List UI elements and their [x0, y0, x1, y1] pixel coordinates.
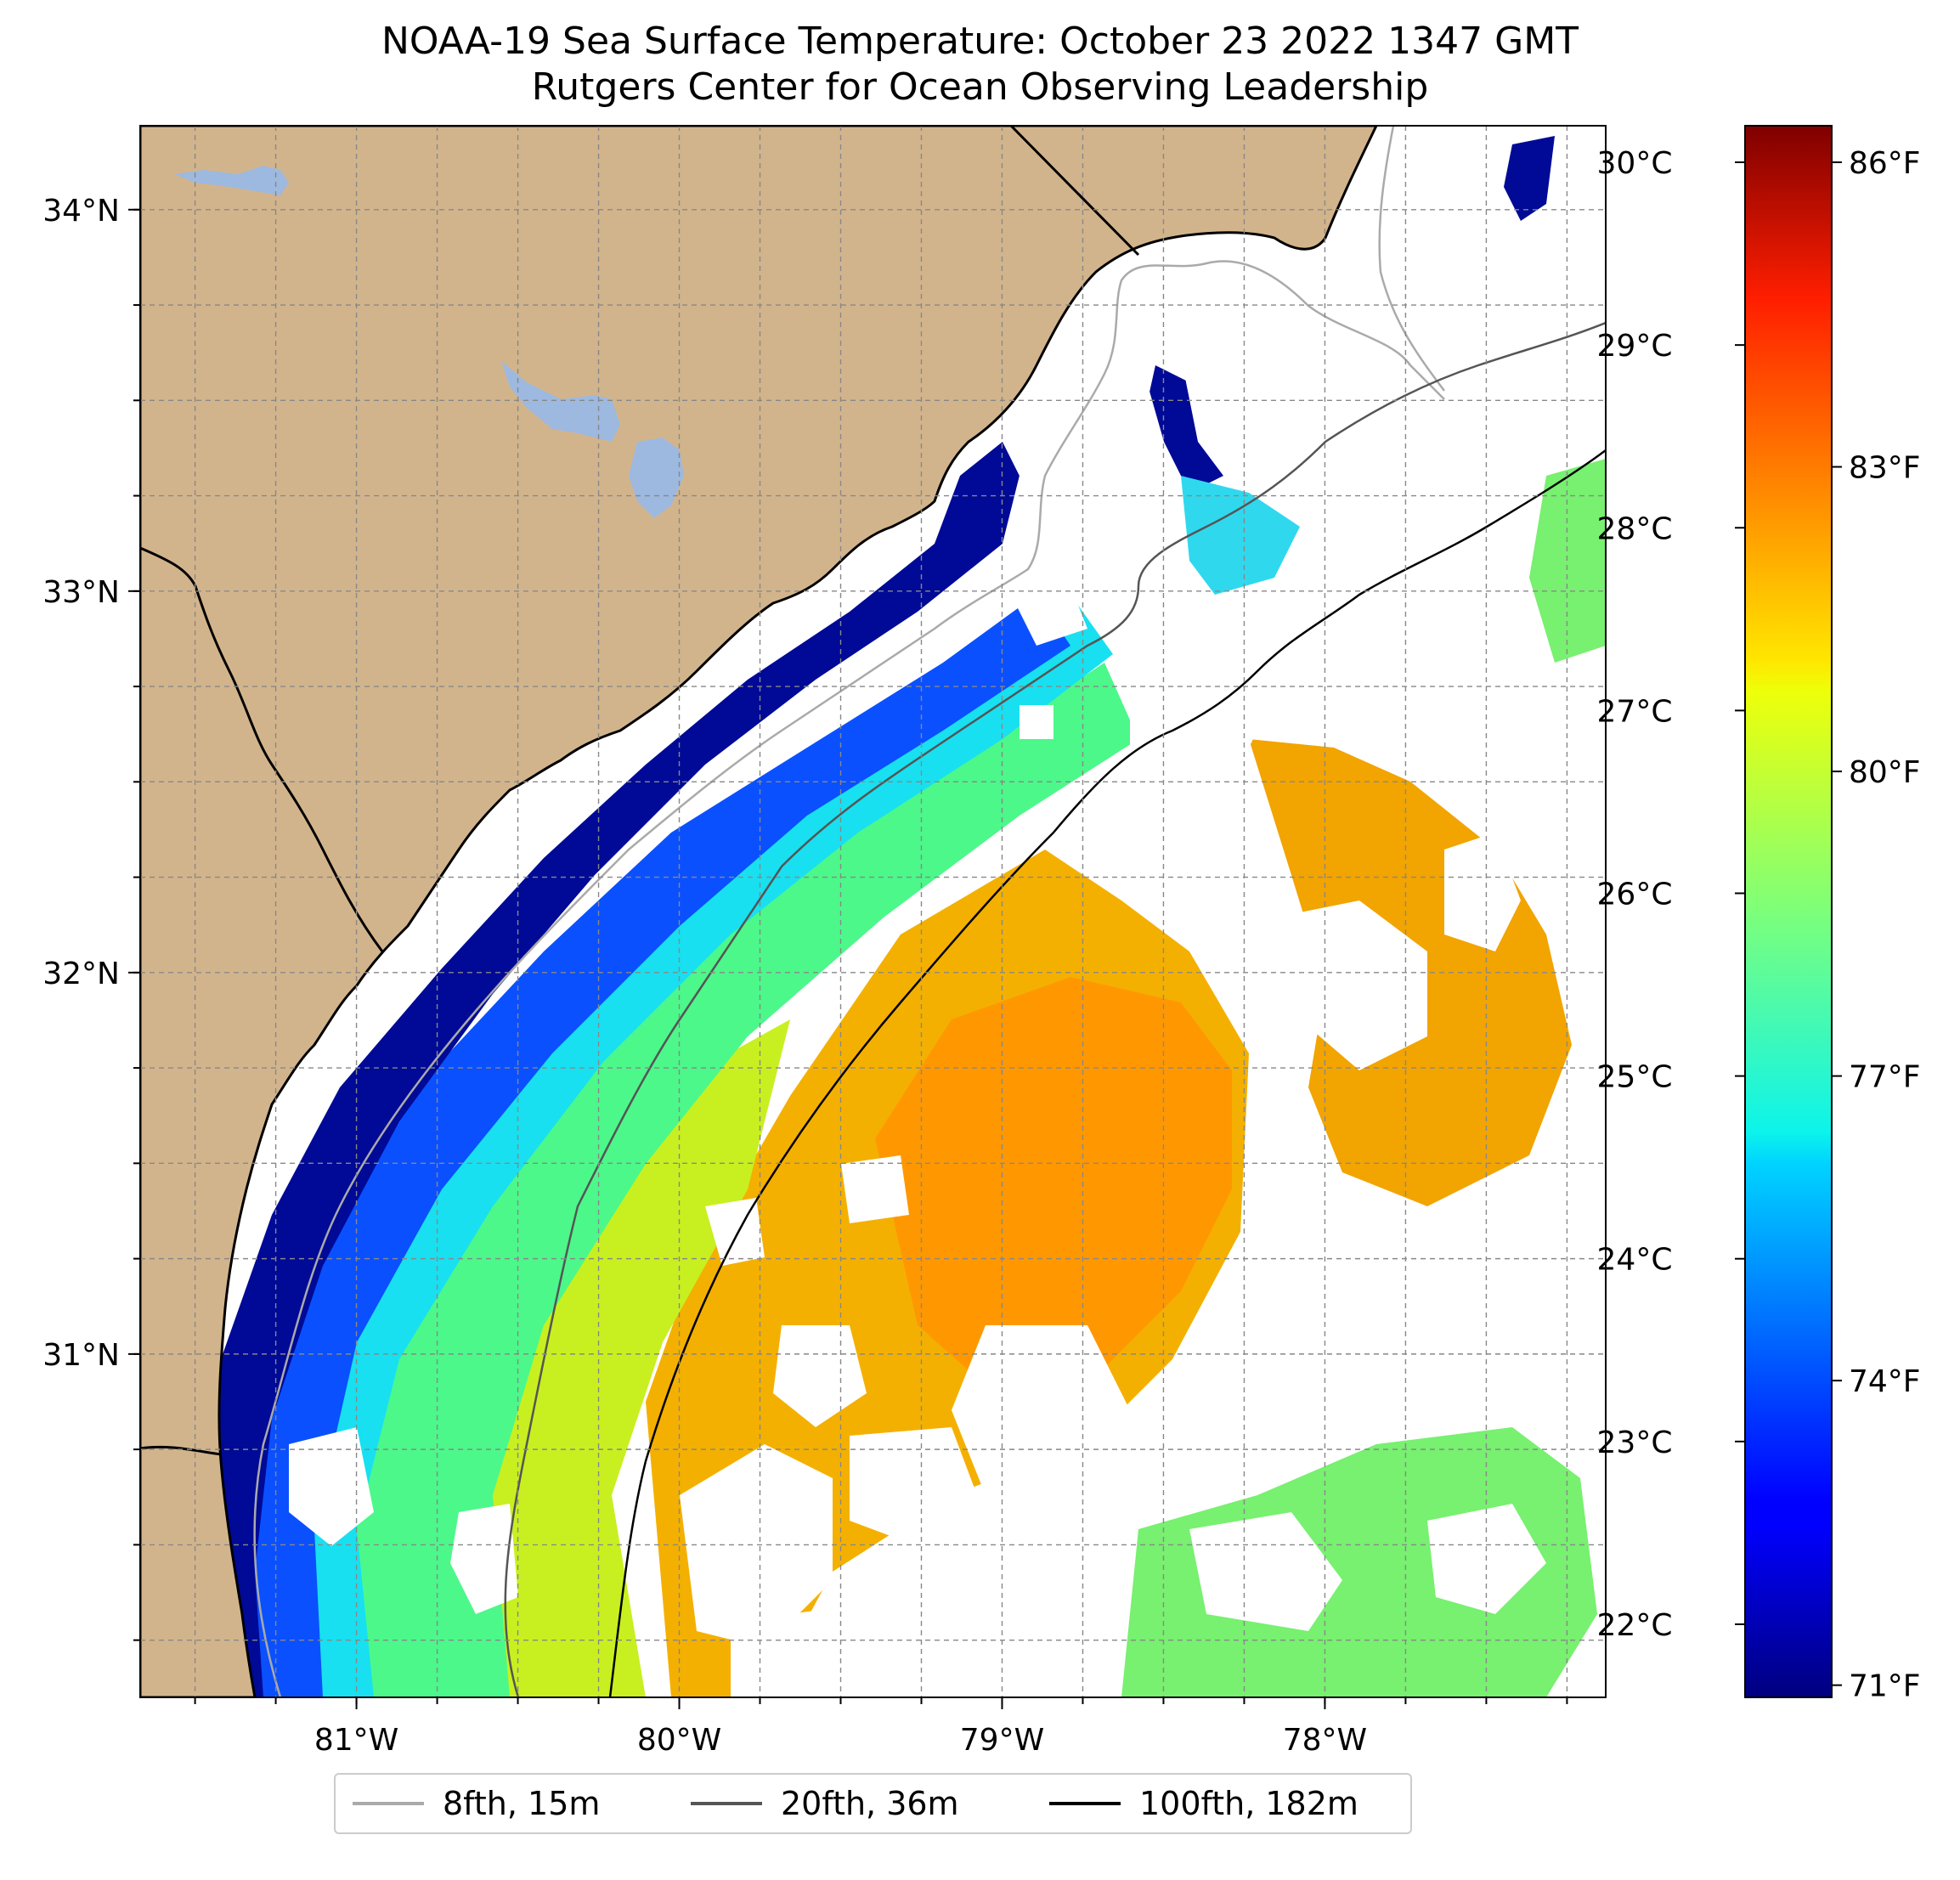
- cloud-patch: [773, 1325, 867, 1427]
- fahrenheit-tick-label: 83°F: [1849, 451, 1921, 486]
- celsius-tick-label: 27°C: [1597, 694, 1673, 729]
- isobath-8fth: [253, 260, 1445, 1697]
- longitude-axis: 81°W 80°W 79°W 78°W: [194, 1697, 1568, 1758]
- sst-blue-band: [221, 595, 1070, 1697]
- lake-marion: [501, 361, 620, 442]
- cloud-patch: [1444, 833, 1521, 951]
- map-frame: [139, 125, 1607, 1698]
- longitude-tick-label: 81°W: [314, 1723, 398, 1758]
- cloud-patch: [1020, 705, 1053, 739]
- cloud-patch: [680, 1444, 833, 1648]
- celsius-tick-label: 29°C: [1597, 329, 1673, 364]
- legend-swatch-20fth: [691, 1802, 762, 1805]
- fahrenheit-tick-label: 74°F: [1849, 1364, 1921, 1399]
- colorbar-gradient: [1745, 126, 1832, 1697]
- cloud-patch: [952, 1325, 1130, 1546]
- celsius-tick-label: 28°C: [1597, 511, 1673, 546]
- cloud-patch: [1189, 1512, 1342, 1631]
- isobath-legend: 8fth, 15m 20fth, 36m 100fth, 182m: [334, 1773, 1412, 1834]
- longitude-tick-label: 78°W: [1283, 1723, 1367, 1758]
- lake-mattamuskeet: [174, 166, 289, 195]
- longitude-tick-label: 79°W: [960, 1723, 1044, 1758]
- cloud-patch: [1104, 612, 1274, 867]
- cloud-patch: [731, 1606, 901, 1697]
- sst-map-area: [140, 126, 1606, 1697]
- colorbar-fahrenheit-axis: 71°F 74°F 77°F 80°F 83°F 86°F: [1832, 146, 1921, 1704]
- cloud-patch: [952, 1589, 1096, 1697]
- map-gridlines: [140, 126, 1606, 1697]
- sst-south-green-patch: [1121, 1427, 1597, 1697]
- legend-item-8fth: 8fth, 15m: [353, 1775, 600, 1832]
- sst-yellow-band: [476, 1019, 790, 1697]
- state-border-fl-ga: [140, 1445, 222, 1456]
- lake-moultrie: [629, 438, 684, 518]
- lakes: [174, 166, 684, 518]
- celsius-tick-label: 22°C: [1597, 1608, 1673, 1643]
- celsius-tick-label: 23°C: [1597, 1426, 1673, 1460]
- isobaths: [253, 126, 1606, 1697]
- legend-label-8fth: 8fth, 15m: [443, 1785, 601, 1822]
- celsius-tick-label: 24°C: [1597, 1243, 1673, 1278]
- cloud-patch: [850, 1427, 977, 1546]
- latitude-tick-label: 32°N: [42, 957, 120, 991]
- cloud-patch: [1266, 1198, 1461, 1325]
- cloud-patch: [450, 1504, 518, 1614]
- legend-item-20fth: 20fth, 36m: [691, 1775, 959, 1832]
- land-mass: [140, 126, 1378, 1697]
- cloud-patch: [1274, 255, 1597, 476]
- state-border-sc-nc: [1009, 126, 1140, 257]
- latitude-tick-label: 33°N: [42, 575, 120, 610]
- fahrenheit-tick-label: 80°F: [1849, 755, 1921, 790]
- legend-swatch-8fth: [353, 1802, 424, 1805]
- sst-north-cyan-patch: [1181, 476, 1300, 595]
- fahrenheit-tick-label: 77°F: [1849, 1060, 1921, 1095]
- isobath-20fth: [504, 321, 1606, 1697]
- colorbar-frame: [1744, 125, 1833, 1698]
- cloud-patch: [289, 1427, 374, 1546]
- fahrenheit-tick-label: 71°F: [1849, 1669, 1921, 1704]
- cloud-patch: [1011, 586, 1087, 646]
- celsius-tick-label: 30°C: [1597, 146, 1673, 181]
- isobath-8fth-east: [1378, 126, 1446, 392]
- fahrenheit-tick-label: 86°F: [1849, 146, 1921, 181]
- cloud-patch: [1274, 900, 1427, 1070]
- latitude-axis: 31°N 32°N 33°N 34°N: [42, 194, 140, 1641]
- colorbar: 22°C 23°C 24°C 25°C 26°C 27°C 28°C 29°C 30°C 71°…: [1597, 125, 1921, 1704]
- celsius-tick-label: 25°C: [1597, 1060, 1673, 1095]
- legend-label-100fth: 100fth, 182m: [1139, 1785, 1358, 1822]
- cloud-patch: [705, 1198, 765, 1266]
- sst-coastal-cold-water: [217, 442, 1020, 1697]
- sst-cyan-band: [246, 595, 1113, 1697]
- sst-ne-cold-patch: [1504, 136, 1555, 221]
- longitude-tick-label: 80°W: [637, 1723, 721, 1758]
- isobath-100fth: [608, 449, 1606, 1697]
- map-title: NOAA-19 Sea Surface Temperature: October…: [381, 20, 1579, 63]
- legend-label-20fth: 20fth, 36m: [781, 1785, 959, 1822]
- celsius-tick-label: 26°C: [1597, 877, 1673, 912]
- colorbar-celsius-axis: 22°C 23°C 24°C 25°C 26°C 27°C 28°C 29°C 30°C: [1597, 146, 1745, 1643]
- latitude-tick-label: 34°N: [42, 194, 120, 229]
- legend-item-100fth: 100fth, 182m: [1049, 1775, 1358, 1832]
- sst-warm-core: [875, 977, 1232, 1393]
- latitude-tick-label: 31°N: [42, 1338, 120, 1373]
- map-subtitle: Rutgers Center for Ocean Observing Leade…: [531, 65, 1429, 109]
- legend-swatch-100fth: [1049, 1802, 1121, 1805]
- cloud-patch: [841, 1155, 909, 1223]
